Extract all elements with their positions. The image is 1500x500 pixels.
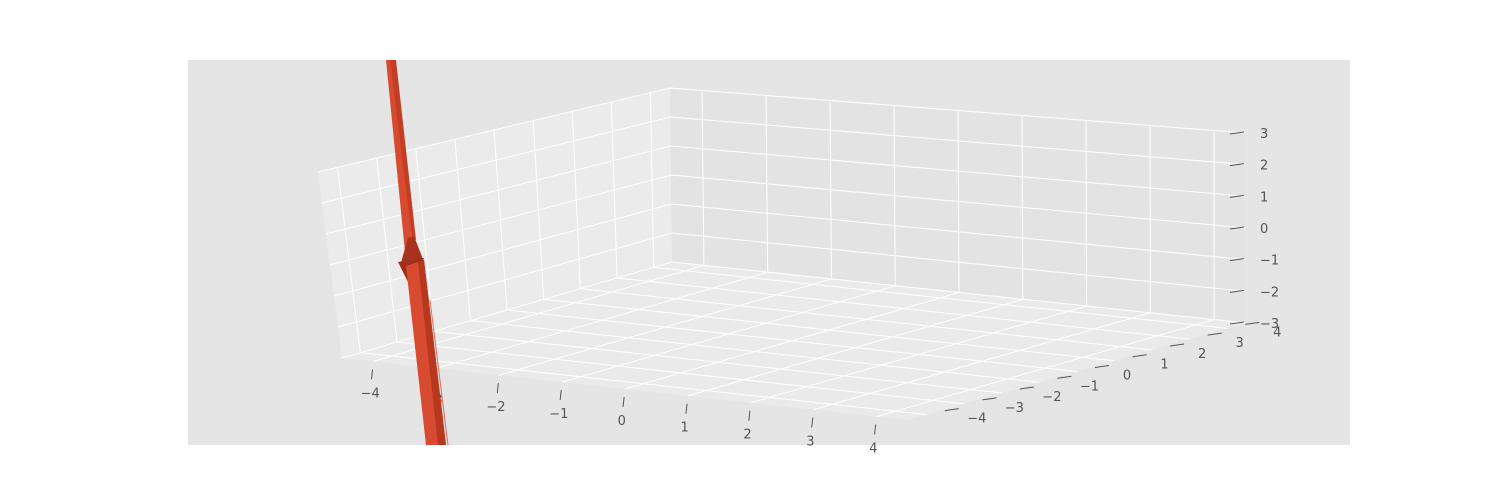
- z-tick-mark: [1229, 131, 1245, 135]
- grid-lines: [317, 87, 1247, 418]
- y-grid-line: [506, 309, 1078, 372]
- y-tick-mark: [944, 408, 959, 412]
- y-tick-label: 2: [1198, 347, 1206, 362]
- z-tick-label: −1: [1260, 254, 1279, 269]
- x-tick-mark: [748, 410, 751, 421]
- y-grid-line: [580, 288, 1153, 351]
- x-tick-label: 1: [680, 421, 688, 436]
- surface-lower-edge: [418, 260, 446, 445]
- x-tick-label: −2: [486, 400, 505, 415]
- z-grid-line: [317, 87, 1247, 173]
- z-tick-label: 0: [1260, 222, 1268, 237]
- y-tick-mark: [982, 397, 997, 401]
- z-grid-line: [333, 203, 1247, 297]
- y-tick-mark: [1094, 365, 1110, 368]
- z-grid-line: [325, 145, 1247, 235]
- y-grid-line: [470, 320, 1040, 383]
- z-tick-mark: [1229, 289, 1245, 293]
- y-tick-label: −2: [1042, 390, 1061, 405]
- x-tick-label: −1: [549, 407, 568, 422]
- surface-upper-sheet: [386, 60, 412, 262]
- x-tick-label: 2: [743, 428, 751, 443]
- x-tick-mark: [622, 396, 625, 407]
- z-tick-mark: [1229, 163, 1245, 167]
- y-tick-label: −1: [1080, 379, 1099, 394]
- y-grid-line: [653, 266, 1228, 329]
- z-tick-mark: [1229, 258, 1245, 262]
- surface-upper-edge: [390, 60, 416, 240]
- z-grid-line: [341, 261, 1247, 359]
- y-tick-label: 3: [1236, 336, 1244, 351]
- y-grid-line: [543, 298, 1115, 362]
- y-tick-label: −3: [1005, 401, 1024, 416]
- y-tick-label: −4: [967, 412, 986, 427]
- surface-series: [386, 60, 449, 446]
- z-tick-label: 2: [1260, 159, 1268, 174]
- z-tick-label: 1: [1260, 190, 1268, 205]
- z-grid-line: [321, 116, 1247, 204]
- x-tick-label: 0: [618, 414, 626, 429]
- x-tick-label: 3: [806, 434, 814, 449]
- y-grid-line: [396, 341, 965, 405]
- z-grid-line: [337, 232, 1247, 328]
- x-tick-mark: [559, 390, 562, 401]
- y-tick-mark: [1170, 343, 1185, 347]
- y-tick-label: 4: [1273, 325, 1281, 340]
- z-tick-mark: [1229, 321, 1245, 325]
- y-grid-line: [616, 277, 1190, 340]
- z-tick-mark: [1229, 226, 1245, 230]
- y-grid-line: [360, 352, 927, 416]
- z-tick-label: −2: [1260, 285, 1279, 300]
- x-tick-mark: [874, 424, 877, 435]
- y-tick-mark: [1132, 354, 1147, 358]
- z-tick-mark: [1229, 194, 1245, 198]
- x-tick-mark: [496, 383, 499, 394]
- z-grid-line: [329, 174, 1247, 266]
- y-tick-label: 0: [1123, 369, 1131, 384]
- x-tick-mark: [685, 403, 688, 414]
- y-tick-mark: [1245, 321, 1260, 325]
- side-pane: [670, 88, 1246, 323]
- z-tick-label: 3: [1260, 127, 1268, 142]
- surface-fold: [400, 236, 424, 266]
- surface-highlight: [429, 299, 449, 446]
- y-tick-mark: [1207, 332, 1222, 336]
- x-tick-label: 4: [869, 441, 877, 456]
- x-tick-label: −4: [361, 386, 380, 401]
- z-tick-label: −3: [1260, 317, 1279, 332]
- y-tick-mark: [1057, 375, 1072, 379]
- y-tick-label: 1: [1160, 358, 1168, 373]
- x-tick-mark: [370, 369, 374, 380]
- y-grid-line: [433, 330, 1002, 394]
- x-tick-mark: [811, 417, 814, 428]
- y-tick-mark: [1019, 386, 1034, 390]
